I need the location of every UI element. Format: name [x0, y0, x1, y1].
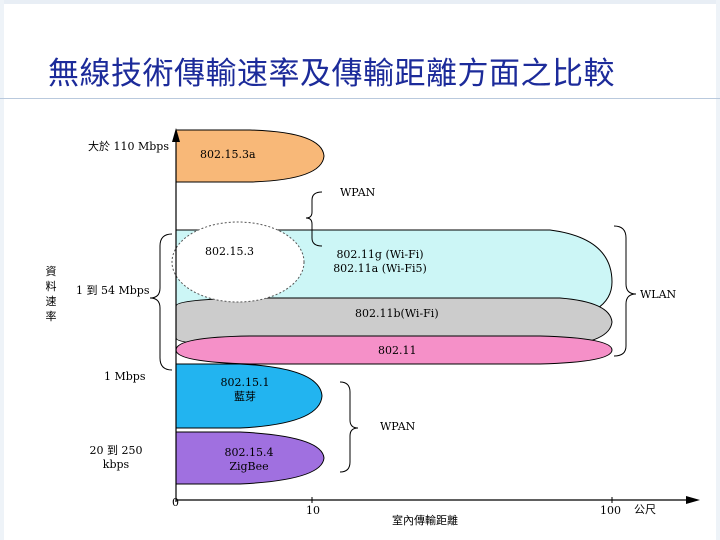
ellipse-802153a — [175, 129, 325, 183]
brace-wpan-top — [305, 191, 323, 247]
ellipse-802151 — [175, 363, 323, 429]
group-label-wpan-top: WPAN — [340, 186, 376, 199]
label-802151: 802.15.1 藍芽 — [210, 376, 280, 404]
label-80211g-line1: 802.11g (Wi-Fi) — [336, 248, 424, 261]
label-802154-line1: 802.15.4 — [224, 446, 274, 459]
brace-rate-mid — [149, 233, 173, 371]
x-axis-label: 室內傳輸距離 — [392, 514, 458, 527]
brace-wlan — [613, 225, 637, 357]
top-frame-strip — [0, 0, 720, 4]
label-80211g: 802.11g (Wi-Fi) 802.11a (Wi-Fi5) — [330, 248, 430, 276]
title-divider — [0, 98, 720, 99]
rate-label-mid: 1 到 54 Mbps — [76, 284, 150, 297]
group-label-wlan: WLAN — [640, 288, 677, 301]
label-802153a: 802.15.3a — [200, 148, 256, 161]
ellipse-802154 — [175, 431, 325, 485]
y-axis-arrow — [172, 128, 180, 142]
label-80211b: 802.11b(Wi-Fi) — [355, 307, 439, 320]
label-802154-line2: ZigBee — [229, 459, 269, 473]
x-axis-arrow — [686, 496, 700, 504]
label-80211: 802.11 — [378, 344, 417, 357]
slide-title: 無線技術傳輸速率及傳輸距離方面之比較 — [48, 56, 615, 92]
rate-label-low2-line2: kbps — [102, 457, 130, 471]
left-frame-strip — [0, 0, 4, 540]
rate-label-low2: 20 到 250 kbps — [86, 444, 146, 472]
ellipse-802153 — [171, 221, 305, 303]
label-80211g-line2: 802.11a (Wi-Fi5) — [333, 261, 427, 275]
rate-label-low1: 1 Mbps — [104, 370, 146, 383]
ellipse-80211 — [175, 335, 613, 365]
x-tick-label-10: 10 — [306, 504, 320, 517]
right-frame-strip — [716, 0, 720, 540]
brace-wpan-bottom — [339, 381, 359, 473]
label-802154: 802.15.4 ZigBee — [214, 446, 284, 474]
rate-label-low2-line1: 20 到 250 — [89, 444, 143, 457]
y-axis-label: 資料速率 — [45, 265, 57, 323]
label-802151-line1: 802.15.1 — [220, 376, 270, 389]
x-tick-label-0: 0 — [172, 496, 179, 509]
label-802153: 802.15.3 — [205, 245, 254, 258]
group-label-wpan-bottom: WPAN — [380, 420, 416, 433]
label-802151-line2: 藍芽 — [234, 389, 256, 403]
x-axis-unit: 公尺 — [634, 503, 656, 516]
rate-label-high: 大於 110 Mbps — [88, 140, 169, 153]
x-tick-label-100: 100 — [600, 504, 621, 517]
